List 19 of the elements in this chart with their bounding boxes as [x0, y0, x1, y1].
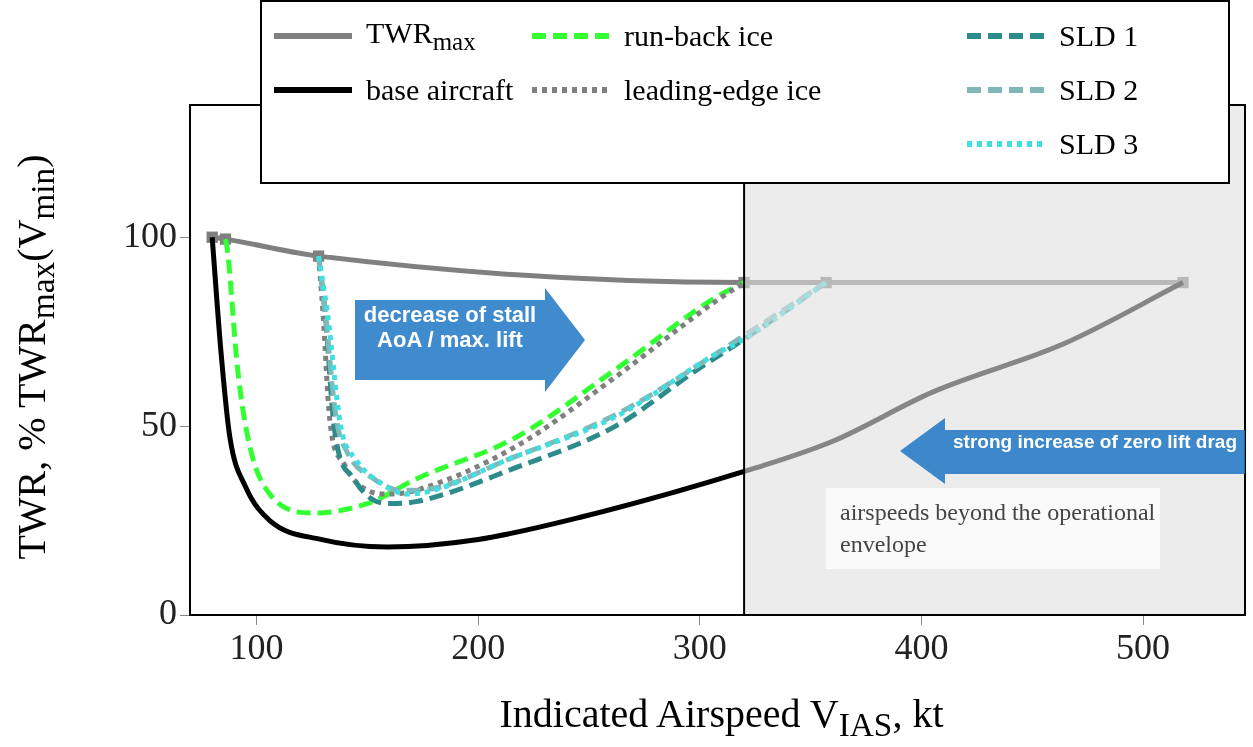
x-tick-label: 100	[229, 627, 284, 668]
legend-label: leading-edge ice	[624, 73, 822, 107]
legend-label: run-back ice	[624, 19, 774, 53]
x-tick-label: 300	[672, 627, 727, 668]
y-tick-label: 50	[141, 403, 177, 444]
legend-label: SLD 3	[1059, 127, 1139, 161]
legend-label: SLD 2	[1059, 73, 1139, 107]
y-tick-label: 0	[159, 592, 177, 633]
x-tick-label: 200	[451, 627, 506, 668]
x-tick-label: 500	[1116, 627, 1171, 668]
legend-label: base aircraft	[366, 73, 514, 107]
y-tick-label: 100	[123, 214, 177, 255]
annotation: decrease of stall AoA / max. lift	[362, 302, 538, 353]
x-tick-label: 400	[894, 627, 949, 668]
legend-label: TWR$_{max}$	[366, 16, 476, 56]
annotation: airspeeds beyond the operational envelope	[826, 488, 1160, 569]
x-axis-title: Indicated Airspeed V$_{IAS}$, kt	[498, 690, 945, 744]
annotation: strong increase of zero lift drag	[952, 431, 1238, 453]
legend-label: SLD 1	[1059, 19, 1139, 53]
